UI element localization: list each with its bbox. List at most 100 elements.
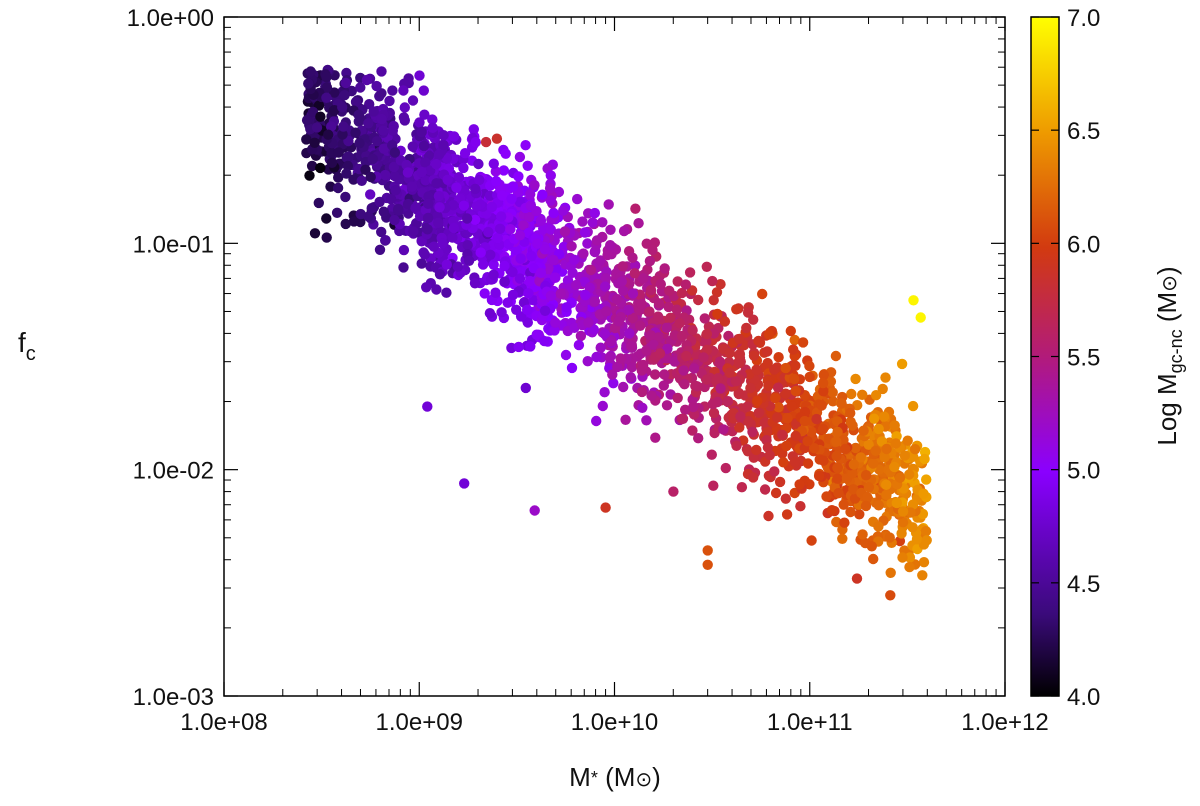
data-point <box>469 214 481 225</box>
colorbar-tick-label: 6.5 <box>1067 118 1100 145</box>
data-point <box>708 407 720 419</box>
data-point <box>520 382 531 394</box>
colorbar-tick-label: 7.0 <box>1067 5 1100 32</box>
data-point <box>889 461 900 473</box>
data-point <box>688 401 699 413</box>
data-point <box>433 217 444 228</box>
data-point <box>744 369 755 380</box>
data-point <box>490 287 501 298</box>
data-point <box>431 284 442 295</box>
data-point <box>363 118 374 129</box>
data-point <box>908 295 919 306</box>
data-point <box>348 216 360 227</box>
data-point <box>321 232 332 243</box>
data-point <box>306 160 318 172</box>
data-point <box>891 497 902 509</box>
data-point <box>365 189 376 200</box>
data-point <box>866 541 877 552</box>
data-point <box>715 279 726 290</box>
data-point <box>459 478 470 489</box>
data-point <box>777 429 788 441</box>
data-point <box>676 287 688 299</box>
data-point <box>423 198 434 209</box>
data-point <box>427 122 438 133</box>
data-point <box>458 200 470 211</box>
data-point <box>751 364 763 376</box>
data-point <box>863 439 874 450</box>
data-point <box>496 307 507 318</box>
data-point <box>645 284 657 296</box>
data-point <box>427 114 438 125</box>
data-point <box>860 500 872 512</box>
data-point <box>832 426 843 438</box>
data-point <box>633 218 644 229</box>
data-point <box>708 295 719 306</box>
data-point <box>433 190 445 202</box>
data-point <box>329 87 340 98</box>
data-point <box>447 232 458 243</box>
data-point <box>422 212 434 224</box>
data-point <box>751 444 762 456</box>
data-point <box>712 308 723 320</box>
data-point <box>514 230 526 241</box>
data-point <box>309 137 320 148</box>
data-point <box>773 352 784 363</box>
data-point <box>573 339 585 351</box>
data-point <box>919 453 930 465</box>
data-point <box>911 534 923 545</box>
data-point <box>870 390 882 401</box>
data-point <box>668 486 679 497</box>
data-point <box>838 499 849 510</box>
data-point <box>611 293 623 305</box>
data-point <box>321 213 332 224</box>
data-point <box>789 456 801 468</box>
data-point <box>753 407 764 418</box>
data-point <box>672 392 683 404</box>
data-point <box>323 129 334 140</box>
data-point <box>748 350 760 361</box>
data-point <box>748 452 759 463</box>
data-point <box>617 285 629 296</box>
data-point <box>597 400 608 412</box>
data-point <box>720 462 731 474</box>
data-point <box>559 226 571 237</box>
data-point <box>558 205 569 216</box>
data-point <box>827 387 838 398</box>
data-point <box>461 213 473 224</box>
data-point <box>790 360 801 371</box>
data-point <box>846 388 857 400</box>
data-point <box>496 211 507 222</box>
data-point <box>393 203 404 215</box>
data-point <box>707 398 718 410</box>
y-axis: 1.0e-03 1.0e-02 1.0e-01 1.0e+00 <box>127 5 1005 711</box>
data-point <box>702 559 713 570</box>
data-point <box>804 371 815 383</box>
data-point <box>825 376 837 387</box>
data-point <box>762 357 773 369</box>
data-point <box>672 276 683 287</box>
data-point <box>582 356 593 367</box>
data-point <box>473 158 484 170</box>
colorbar-tick-label: 5.5 <box>1067 345 1100 372</box>
data-point <box>836 398 847 409</box>
data-point <box>736 482 748 493</box>
data-point <box>315 111 326 122</box>
data-point <box>309 228 321 239</box>
data-point <box>301 134 312 145</box>
data-point <box>762 346 773 357</box>
data-point <box>638 273 649 284</box>
data-point <box>600 273 612 284</box>
data-point <box>762 426 773 437</box>
data-point <box>708 480 719 491</box>
data-point <box>491 133 503 144</box>
data-point <box>817 377 829 389</box>
data-point <box>620 414 631 425</box>
data-point <box>408 226 419 237</box>
data-point <box>505 224 516 235</box>
data-point <box>687 325 698 336</box>
data-point <box>897 506 909 517</box>
data-point <box>661 322 672 333</box>
data-point <box>699 313 710 324</box>
data-point <box>676 330 688 342</box>
